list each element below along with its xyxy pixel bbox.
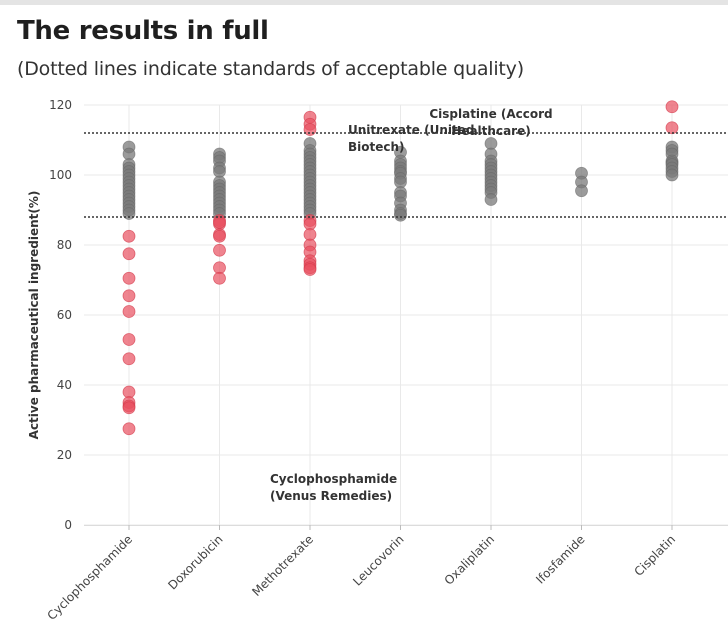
annotation-0: Unitrexate (United Biotech) <box>348 123 474 154</box>
point-cyclophosphamide-fail-10 <box>122 401 136 415</box>
point-cisplatin-fail-1 <box>665 121 679 135</box>
point-doxorubicin-fail-4 <box>213 229 226 243</box>
chart-title: The results in full <box>17 16 269 46</box>
y-axis-title: Active pharmaceutical ingredient(%) <box>27 191 41 440</box>
x-tick-label-cyclophosphamide: Cyclophosphamide <box>44 532 135 623</box>
point-leucovorin-pass-13 <box>394 208 407 222</box>
y-tick-label-20: 20 <box>57 448 72 462</box>
top-rule <box>0 0 728 5</box>
point-methotrexate-fail-11 <box>303 263 317 276</box>
y-axis-ticks: 0 20 40 60 80 100 120 <box>49 98 72 532</box>
annotation-1-line-1: Healthcare) <box>451 124 530 138</box>
y-tick-label-40: 40 <box>57 378 72 392</box>
y-tick-label-60: 60 <box>57 308 72 322</box>
data-points <box>122 100 679 436</box>
annotation-1: Cisplatine (Accord Healthcare) <box>429 107 552 138</box>
point-cyclophosphamide-fail-5 <box>122 333 136 346</box>
annotation-0-line-0: Unitrexate (United <box>348 123 474 137</box>
point-doxorubicin-fail-2 <box>213 215 226 229</box>
x-axis: Cyclophosphamide Doxorubicin Methotrexate L… <box>44 525 728 623</box>
x-tick-label-methotrexate: Methotrexate <box>249 532 316 599</box>
y-tick-label-0: 0 <box>64 518 72 532</box>
point-doxorubicin-fail-7 <box>213 271 226 285</box>
y-tick-label-80: 80 <box>57 238 72 252</box>
annotations: Unitrexate (United Biotech) Cisplatine (Ac… <box>270 107 553 503</box>
x-tick-label-doxorubicin: Doxorubicin <box>165 532 225 592</box>
point-cyclophosphamide-fail-2 <box>122 271 136 285</box>
point-cyclophosphamide-fail-6 <box>122 352 136 366</box>
y-tick-label-120: 120 <box>49 98 72 112</box>
point-ifosfamide-pass-2 <box>575 184 588 198</box>
annotation-2-line-0: Cyclophosphamide <box>270 472 397 486</box>
point-cyclophosphamide-fail-0 <box>122 229 136 243</box>
annotation-2: Cyclophosphamide (Venus Remedies) <box>270 472 397 503</box>
point-cyclophosphamide-fail-1 <box>122 247 136 261</box>
point-cisplatin-fail-0 <box>665 100 679 114</box>
point-cyclophosphamide-fail-11 <box>122 422 136 436</box>
point-cisplatin-pass-8 <box>665 168 679 182</box>
annotation-2-line-1: (Venus Remedies) <box>270 489 392 503</box>
point-cyclophosphamide-fail-4 <box>122 305 136 318</box>
x-tick-label-ifosfamide: Ifosfamide <box>533 532 587 586</box>
point-oxaliplatin-pass-12 <box>484 193 498 206</box>
point-doxorubicin-fail-5 <box>213 243 226 257</box>
chart-subtitle: (Dotted lines indicate standards of acce… <box>17 58 524 80</box>
x-tick-label-oxaliplatin: Oxaliplatin <box>442 532 498 588</box>
reference-lines <box>84 132 728 218</box>
annotation-1-line-0: Cisplatine (Accord <box>429 107 552 121</box>
y-tick-label-100: 100 <box>49 168 72 182</box>
x-tick-label-cisplatin: Cisplatin <box>632 532 679 579</box>
annotation-0-line-1: Biotech) <box>348 140 405 154</box>
x-tick-label-leucovorin: Leucovorin <box>350 532 406 588</box>
point-cyclophosphamide-fail-3 <box>122 289 136 303</box>
